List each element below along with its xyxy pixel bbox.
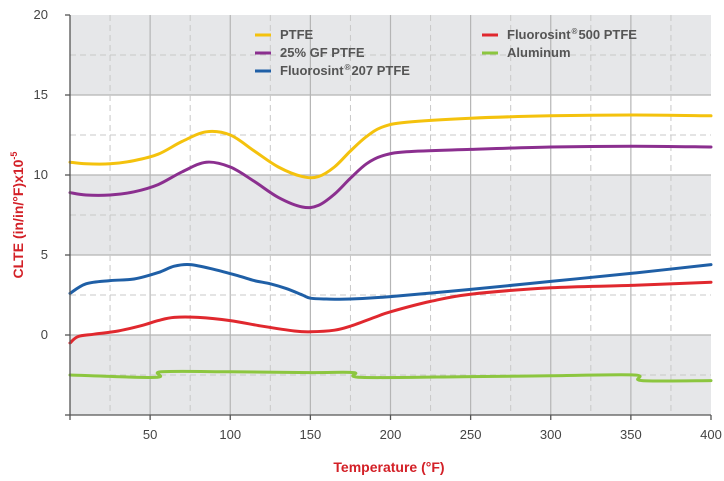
x-tick-label: 250 — [460, 427, 482, 442]
x-tick-label: 400 — [700, 427, 722, 442]
y-tick-label: 0 — [41, 327, 48, 342]
x-tick-labels: 50 100 150 200 250 300 350 400 — [143, 427, 722, 442]
legend-label-1: 25% GF PTFE — [280, 45, 365, 60]
legend-label-rest: 207 PTFE — [351, 63, 410, 78]
y-tick-label: 10 — [34, 167, 48, 182]
series-lines — [68, 113, 713, 383]
y-tick-labels: 0 5 10 15 20 — [34, 7, 48, 342]
x-tick-label: 300 — [540, 427, 562, 442]
x-tick-label: 150 — [300, 427, 322, 442]
legend-label-sup: ® — [345, 63, 351, 72]
series-line-4 — [68, 369, 713, 383]
y-axis-title-main: CLTE (in/in/°F)x10 — [10, 159, 26, 278]
x-tick-label: 100 — [219, 427, 241, 442]
legend-label-3: Fluorosint®500 PTFE — [507, 27, 637, 42]
series-line-1 — [68, 144, 713, 210]
legend-label-2: Fluorosint®207 PTFE — [280, 63, 410, 78]
legend-label-4: Aluminum — [507, 45, 571, 60]
x-tick-label: 50 — [143, 427, 157, 442]
y-axis-title-exponent: -5 — [9, 152, 19, 160]
minor-gridlines — [70, 15, 711, 415]
legend-label-main: Fluorosint — [280, 63, 344, 78]
legend-label-main: Fluorosint — [507, 27, 571, 42]
legend-label-rest: 500 PTFE — [578, 27, 637, 42]
legend-label-0: PTFE — [280, 27, 314, 42]
axes — [65, 14, 712, 420]
x-tick-label: 350 — [620, 427, 642, 442]
y-axis-title: CLTE (in/in/°F)x10-5 — [9, 152, 26, 279]
legend-label-sup: ® — [572, 27, 578, 36]
series-line-3 — [68, 280, 713, 345]
y-tick-label: 5 — [41, 247, 48, 262]
series-line-2 — [68, 262, 713, 301]
series-line-0 — [68, 113, 713, 180]
y-tick-label: 15 — [34, 87, 48, 102]
x-axis-title: Temperature (°F) — [333, 459, 444, 475]
x-tick-label: 200 — [380, 427, 402, 442]
y-tick-label: 20 — [34, 7, 48, 22]
